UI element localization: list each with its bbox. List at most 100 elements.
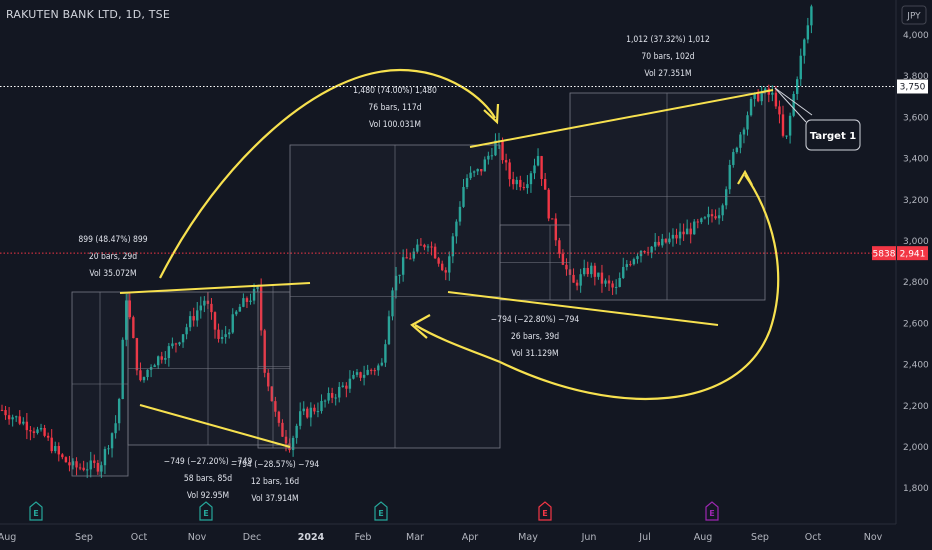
time-tick-label: Jun (581, 532, 597, 543)
candle (327, 387, 330, 404)
time-tick-label: Aug (694, 532, 713, 543)
candle (717, 207, 721, 225)
earnings-marker[interactable]: E (374, 501, 388, 521)
time-tick-label: Dec (243, 532, 261, 543)
measurement-label: 70 bars, 102d (641, 52, 694, 62)
candle (583, 259, 586, 277)
candle (192, 307, 195, 327)
candle (614, 279, 618, 295)
candle (71, 458, 75, 470)
earnings-letter: E (33, 509, 38, 518)
time-tick-label: Oct (131, 532, 148, 543)
measurement-box[interactable] (569, 92, 766, 301)
candle (575, 279, 579, 291)
price-tick-label: 3,000 (903, 237, 929, 247)
candle (373, 367, 376, 376)
candle (196, 301, 199, 327)
arrow-curve[interactable] (159, 68, 496, 279)
time-tick-label: Feb (355, 532, 372, 543)
candle (437, 256, 440, 267)
earnings-marker[interactable]: E (705, 501, 719, 521)
candle (785, 135, 788, 140)
candle (522, 182, 526, 191)
currency-label: JPY (906, 12, 921, 22)
earnings-marker[interactable]: E (29, 501, 43, 521)
currency-button[interactable] (901, 5, 927, 25)
earnings-marker[interactable]: E (199, 501, 213, 521)
candle (181, 333, 185, 348)
candle (341, 382, 344, 388)
candle (792, 91, 795, 118)
candle (391, 287, 394, 321)
candle (409, 252, 412, 260)
candle (448, 251, 451, 281)
last-price-value: 2,941 (900, 249, 926, 259)
measurement-box[interactable] (499, 224, 571, 301)
candle (771, 85, 774, 102)
candle (451, 233, 455, 264)
earnings-letter: E (709, 509, 714, 518)
measurement-box[interactable] (257, 284, 291, 449)
measurement-label: 76 bars, 117d (368, 103, 421, 113)
candle (668, 232, 671, 245)
candle (338, 382, 341, 403)
callout-pointer (774, 87, 807, 123)
price-tick-label: 2,600 (903, 319, 929, 329)
time-tick-label: Nov (864, 532, 883, 543)
price-axis[interactable]: 1,800 2,000 2,200 2,400 2,600 2,800 3,000 3,200… (872, 31, 929, 494)
measurement-box[interactable] (289, 144, 501, 449)
candle (259, 278, 263, 336)
time-tick-label: Sep (751, 532, 769, 543)
candle (103, 446, 107, 475)
measurement-label: Vol 35.072M (89, 269, 136, 279)
target-callout: Target 1 (774, 87, 861, 151)
time-axis[interactable]: Aug Sep Oct Nov Dec 2024 Feb Mar Apr May Jun Jul Aug… (0, 532, 883, 543)
candle (788, 112, 792, 144)
candle (650, 245, 653, 259)
trend-line[interactable] (447, 291, 719, 326)
callout-box[interactable] (805, 119, 861, 151)
candle (654, 233, 657, 251)
trend-line[interactable] (119, 282, 311, 294)
candle (611, 280, 614, 296)
trend-line[interactable] (469, 89, 774, 148)
candle (401, 249, 405, 282)
arrow-curve[interactable] (414, 324, 501, 364)
candle (441, 260, 444, 272)
candle (551, 218, 554, 220)
time-tick-label: Oct (805, 532, 822, 543)
candle (270, 386, 273, 402)
candle (228, 329, 231, 339)
measurement-label: 20 bars, 29d (89, 252, 137, 262)
candle (515, 176, 518, 191)
arrow-curve[interactable] (499, 174, 780, 401)
candle (306, 406, 309, 419)
candle (455, 219, 458, 244)
candle (661, 233, 664, 248)
candle (78, 463, 82, 471)
measurement-box[interactable] (71, 291, 129, 477)
candle (348, 370, 352, 393)
candle (299, 402, 302, 430)
measurement-boxes (71, 92, 766, 477)
price-tick-label: 1,800 (903, 484, 929, 494)
candle (710, 209, 714, 223)
candle (547, 187, 550, 222)
candle (618, 272, 621, 288)
earnings-marker[interactable]: E (538, 501, 552, 521)
measurement-label: Vol 37.914M (251, 494, 298, 504)
candle (377, 363, 380, 376)
candle (93, 454, 96, 469)
candle (480, 169, 483, 176)
candle (146, 369, 149, 381)
candle (199, 296, 202, 319)
candle (46, 432, 50, 441)
candle (153, 363, 156, 368)
candle (217, 323, 220, 343)
candle (132, 315, 135, 339)
candle (519, 175, 522, 191)
candle (128, 292, 131, 320)
trend-line[interactable] (139, 404, 291, 448)
candle (82, 460, 85, 472)
